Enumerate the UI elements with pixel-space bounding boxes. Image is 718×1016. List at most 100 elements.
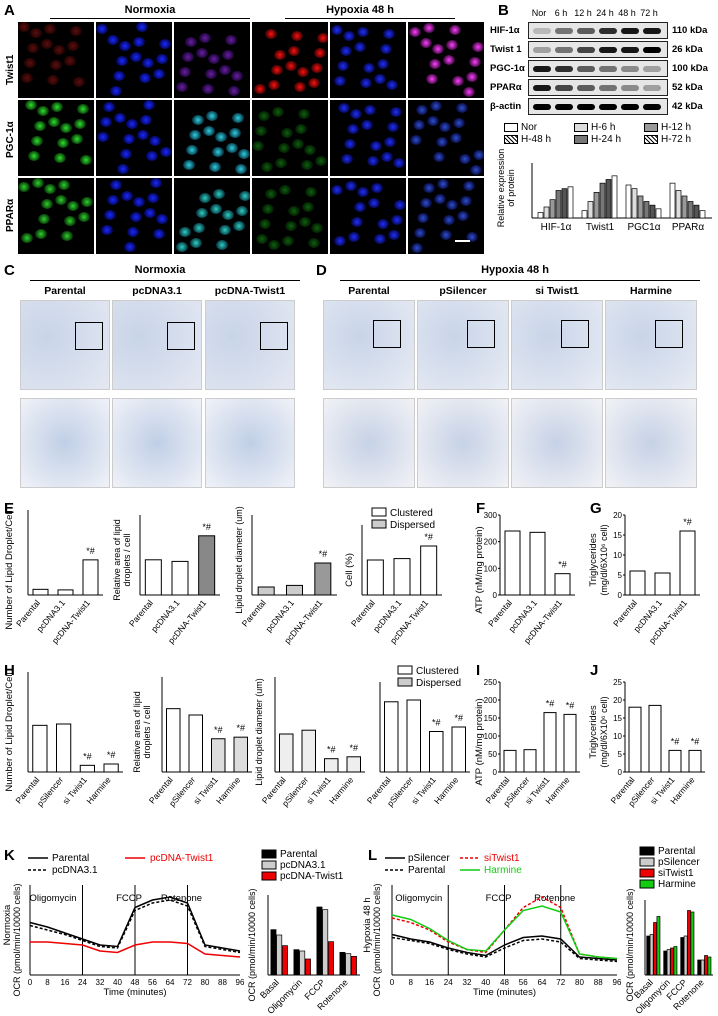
cell-nucleus [140,115,152,125]
blot-band [643,47,661,53]
ylabel: OCR (pmol/min/10000 cells) [625,888,635,1001]
cell-nucleus [101,225,113,235]
cell-nucleus [262,204,274,214]
bar [282,945,288,976]
bar [605,179,612,219]
cell-nucleus [456,103,468,113]
cell-nucleus [192,115,204,125]
blot-band [621,85,639,91]
blot-band [599,66,617,72]
legend-label: Dispersed [390,520,435,531]
bar [687,201,694,219]
bar [707,956,712,976]
bar [299,950,306,976]
bar [555,190,562,219]
panel-a-group-normoxia: Normoxia [124,4,176,16]
blot-band [599,104,617,110]
cell-nucleus [205,69,217,79]
cell-nucleus [386,80,398,90]
cell-nucleus [55,195,67,205]
bar [257,586,275,596]
chart-k-line: 0 8 16 24 32 40 48 56 64 72 80 88 96 Time (minutes) Ol… [28,885,245,998]
legend-label: Parental [658,846,695,857]
zoom-box [260,322,288,350]
cell-nucleus [317,33,328,43]
cell-nucleus [203,126,215,136]
cell-nucleus [334,236,346,246]
cell-nucleus [297,67,309,77]
legend-swatch [644,123,658,132]
cell-nucleus [199,193,211,203]
cell-nucleus [126,119,138,129]
micrograph-a-r0-c5 [408,22,484,98]
blot-band [621,47,639,53]
micrograph-d-bottom [323,398,415,488]
x-tick-label: si Twist1 [60,775,89,806]
legend-swatch [371,519,387,529]
bar [324,758,339,773]
y-tick-label: 20 [613,696,622,705]
cell-nucleus [137,130,149,140]
sig-mark: *# [319,549,328,559]
micrograph-c-top [205,300,295,390]
cell-nucleus [156,214,168,224]
x-tick-label: 8 [409,978,414,987]
blot-name: HIF-1α [490,25,520,36]
bar [628,706,642,773]
legend-label: H-12 h [661,122,692,133]
blot-name: Twist 1 [490,44,522,55]
cell-nucleus [110,86,122,96]
blot-band [577,85,595,91]
blot-band [643,28,661,34]
legend-swatch [371,507,387,517]
timepoint-label: 6 h [554,8,568,18]
bar [429,731,444,773]
cell-nucleus [74,119,86,129]
cell-nucleus [440,230,452,240]
bar [668,749,682,773]
x-tick-label: 64 [166,978,175,987]
cell-nucleus [120,149,132,159]
panel-letter-i: I [476,662,481,679]
panel-letter-k: K [4,847,15,864]
blot-strip [528,98,668,115]
legend-label: Parental [52,853,89,864]
cell-nucleus [179,227,191,237]
panel-letter-c: C [4,262,15,279]
series-line [391,905,618,960]
zoom-box [373,320,401,348]
cell-nucleus [371,183,383,193]
series-line [29,899,241,954]
bar [599,182,606,219]
x-tick-label: Harmine [432,775,460,806]
sig-mark: *# [546,699,555,709]
cell-nucleus [210,204,222,214]
bar [279,733,294,773]
blot-band [533,28,551,34]
bar [314,562,332,596]
cell-nucleus [268,240,280,250]
y-tick-label: 0 [493,591,498,600]
cell-nucleus [149,136,161,146]
legend-label: pcDNA3.1 [280,860,326,871]
zoom-box [75,322,103,350]
legend-swatch [639,868,655,878]
cell-nucleus [302,202,314,212]
cell-nucleus [254,84,266,94]
bar [537,212,544,219]
cell-nucleus [459,154,471,164]
legend-swatch [574,135,588,144]
legend-swatch [397,665,413,675]
x-tick-label: PGC1α [627,222,660,233]
row-e-charts: Number of Lipid Droplet/Cell ParentalpcDN… [4,506,700,646]
series-line [391,936,618,963]
cell-nucleus [208,54,220,64]
series-line [30,941,241,958]
legend-swatch [574,123,588,132]
panel-letter-l: L [368,847,378,864]
cell-nucleus [463,87,475,97]
cell-nucleus [334,76,346,86]
